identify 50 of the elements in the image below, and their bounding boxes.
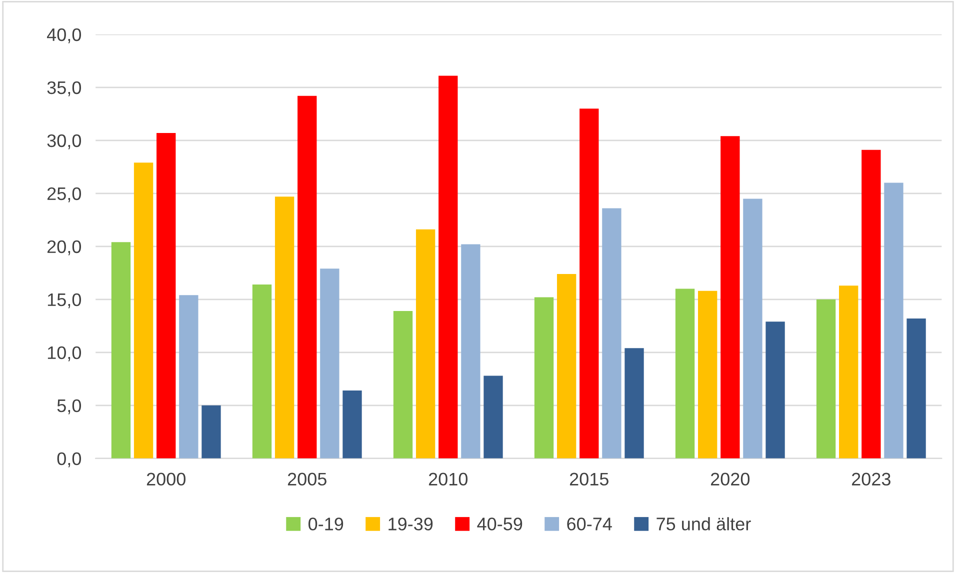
x-tick-label: 2000 — [146, 472, 186, 486]
bar — [156, 132, 176, 458]
bar — [698, 290, 718, 458]
bar — [580, 108, 599, 458]
bar — [252, 284, 272, 458]
bar — [461, 244, 480, 458]
y-tick-label: 20,0 — [47, 240, 82, 256]
bar — [320, 268, 340, 458]
bar — [862, 150, 881, 458]
bar — [602, 208, 622, 458]
legend-label: 60-74 — [567, 518, 612, 530]
y-tick-label: 5,0 — [57, 399, 82, 414]
bar — [111, 242, 131, 458]
x-tick-label: 2023 — [852, 472, 890, 486]
bar — [134, 162, 154, 458]
bar — [720, 136, 740, 458]
y-tick-label: 15,0 — [48, 293, 82, 308]
y-tick-label: 0,0 — [57, 452, 82, 468]
bar — [416, 229, 436, 458]
x-tick-label: 2010 — [428, 472, 468, 486]
bar — [624, 348, 644, 458]
bar — [766, 322, 785, 458]
legend-label: 19-39 — [388, 518, 433, 530]
y-tick-label: 30,0 — [47, 134, 82, 150]
legend-label: 40-59 — [477, 518, 522, 530]
bar — [906, 318, 926, 458]
bar — [202, 405, 221, 458]
bar — [342, 390, 362, 458]
y-tick-label: 10,0 — [48, 346, 82, 362]
x-tick-label: 2005 — [288, 472, 326, 486]
bar — [839, 286, 858, 458]
bar — [884, 182, 904, 458]
bar — [743, 198, 762, 458]
y-tick-label: 40,0 — [46, 28, 82, 44]
bar — [675, 288, 695, 458]
bar — [179, 295, 198, 458]
bar — [534, 297, 554, 458]
bar — [298, 96, 317, 458]
legend-label: 0-19 — [308, 518, 344, 530]
bar — [438, 76, 458, 458]
x-tick-label: 2015 — [570, 472, 608, 486]
x-tick-label: 2020 — [710, 472, 750, 486]
y-tick-label: 35,0 — [47, 81, 82, 96]
bar — [556, 274, 576, 458]
bar — [274, 196, 294, 458]
bar — [484, 376, 503, 458]
legend-label: 75 und älter — [656, 517, 751, 530]
bar — [816, 299, 836, 458]
y-tick-label: 25,0 — [47, 187, 82, 202]
bar — [393, 311, 413, 458]
